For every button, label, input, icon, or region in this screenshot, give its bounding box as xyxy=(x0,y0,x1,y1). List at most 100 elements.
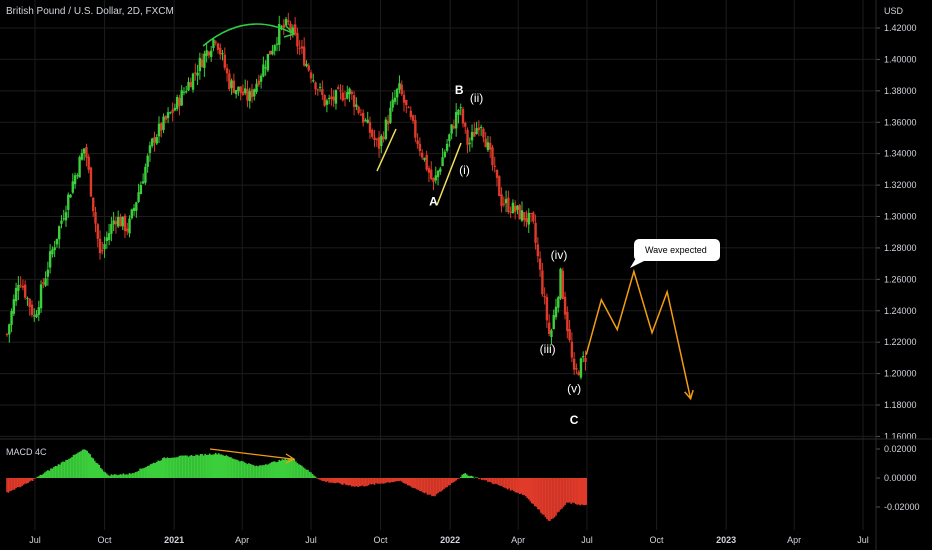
macd-bar xyxy=(131,473,134,478)
macd-bar xyxy=(239,461,241,478)
macd-bar xyxy=(369,478,371,485)
macd-bar xyxy=(242,461,244,478)
macd-bar xyxy=(331,478,333,483)
macd-bar xyxy=(183,455,185,478)
macd-bar xyxy=(577,478,580,505)
macd-bar xyxy=(319,478,321,480)
candle-body xyxy=(527,212,530,225)
macd-bar xyxy=(289,458,291,478)
macd-bar xyxy=(382,478,385,484)
wave-label: A xyxy=(429,195,438,209)
candle-body xyxy=(101,250,104,252)
macd-bar xyxy=(130,473,132,478)
macd-bar xyxy=(414,478,417,489)
macd-bar xyxy=(139,468,141,478)
candle-body xyxy=(103,244,106,250)
macd-bar xyxy=(379,478,382,484)
price-candles xyxy=(5,12,587,380)
candle-body xyxy=(439,168,442,172)
macd-bar xyxy=(561,478,563,509)
macd-bar xyxy=(199,454,202,478)
macd-bar xyxy=(322,478,324,482)
macd-bar xyxy=(450,478,453,484)
macd-bar xyxy=(468,476,471,478)
candle-body xyxy=(51,249,54,255)
macd-bar xyxy=(544,478,547,518)
candle-body xyxy=(289,23,292,32)
macd-bar xyxy=(526,478,529,499)
macd-bar xyxy=(279,460,282,478)
y-tick-label: 1.16000 xyxy=(884,431,917,441)
macd-bar xyxy=(559,478,562,510)
macd-bar xyxy=(230,457,232,478)
macd-bar xyxy=(90,457,93,478)
candle-body xyxy=(452,125,456,129)
macd-bar xyxy=(497,478,500,486)
candle-body xyxy=(228,73,231,90)
candle-body xyxy=(44,278,47,286)
candle-body xyxy=(273,45,276,51)
candle-body xyxy=(373,137,376,140)
macd-bar xyxy=(399,478,402,481)
candle-body xyxy=(386,120,390,125)
macd-bar xyxy=(157,460,160,478)
macd-bar xyxy=(54,465,57,478)
macd-bar xyxy=(86,450,88,478)
macd-bar xyxy=(461,474,464,478)
candle-body xyxy=(146,155,149,167)
macd-bar xyxy=(340,478,343,485)
candle-body xyxy=(116,216,120,227)
macd-bar xyxy=(165,458,167,478)
candle-body xyxy=(509,211,512,213)
x-tick-label: Oct xyxy=(650,535,665,545)
candle-body xyxy=(162,116,165,130)
candle-body xyxy=(516,205,519,210)
macd-bar xyxy=(127,474,129,478)
x-tick-label: 2021 xyxy=(164,535,184,545)
x-tick-label: Jul xyxy=(29,535,41,545)
candle-body xyxy=(230,80,233,88)
macd-bar xyxy=(394,478,397,482)
candle-body xyxy=(71,181,75,193)
macd-bar xyxy=(45,471,48,478)
candle-body xyxy=(76,175,79,177)
macd-bar xyxy=(146,465,149,478)
y-tick-label: 1.26000 xyxy=(884,274,917,284)
candle-body xyxy=(511,202,515,213)
y-tick-label: 1.36000 xyxy=(884,117,917,127)
macd-bar xyxy=(582,478,585,505)
macd-bar xyxy=(579,478,581,506)
macd-bar xyxy=(343,478,346,484)
wave-expected-callout: Wave expected xyxy=(630,239,720,268)
macd-bar xyxy=(172,457,175,478)
candle-body xyxy=(486,142,490,151)
macd-bar xyxy=(425,478,427,493)
macd-bar xyxy=(59,464,61,478)
macd-bar xyxy=(51,468,54,478)
macd-bar xyxy=(494,478,497,484)
macd-bar xyxy=(296,463,299,478)
x-tick-label: Apr xyxy=(787,535,801,545)
macd-bar xyxy=(69,458,72,478)
candle-body xyxy=(493,165,496,167)
macd-bar xyxy=(128,473,131,478)
macd-bar xyxy=(142,468,144,478)
callout-text: Wave expected xyxy=(645,245,707,255)
candle-body xyxy=(246,89,249,101)
macd-bar xyxy=(293,459,296,478)
macd-bar xyxy=(6,478,8,493)
candle-body xyxy=(284,19,288,26)
candle-body xyxy=(382,136,385,140)
macd-bar xyxy=(65,459,67,478)
macd-bar xyxy=(500,478,503,486)
macd-bar xyxy=(208,453,211,478)
candle-body xyxy=(10,311,13,325)
macd-bar xyxy=(313,475,315,478)
macd-bar xyxy=(341,478,344,485)
candle-body xyxy=(69,194,72,198)
macd-bar xyxy=(112,475,114,478)
macd-bar xyxy=(273,461,276,478)
macd-bar xyxy=(9,478,11,492)
macd-bar xyxy=(580,478,583,505)
macd-bar xyxy=(295,461,297,478)
